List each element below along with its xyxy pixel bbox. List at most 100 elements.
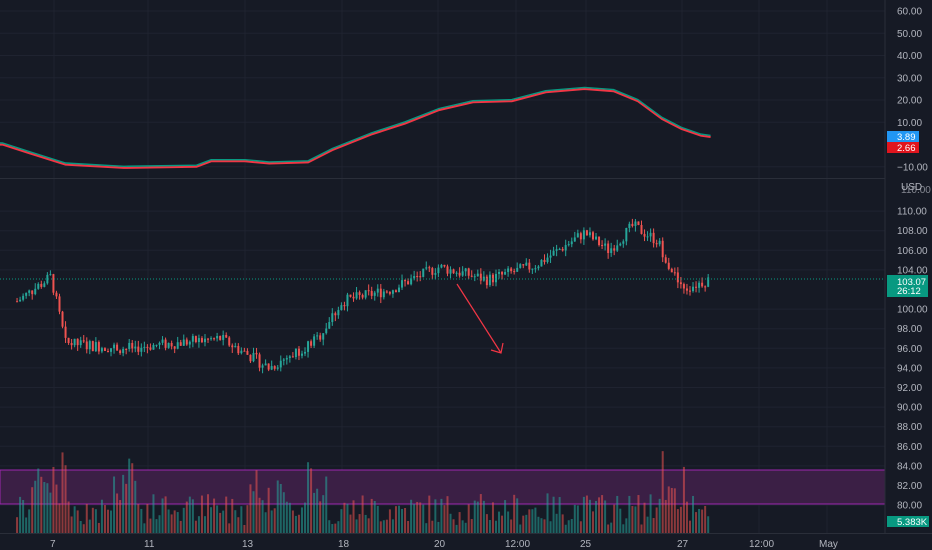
time-axis[interactable]: 7 11 13 18 20 12:00 25 27 12:00 May	[0, 533, 932, 550]
volume-bar	[222, 510, 225, 533]
candle-body	[25, 292, 28, 296]
candle-body	[585, 230, 588, 236]
volume-bar	[334, 523, 337, 533]
price-axis-label: 108.00	[897, 226, 928, 237]
candle-body	[601, 245, 604, 247]
candle-body	[588, 232, 591, 236]
candle-body	[385, 291, 388, 293]
candle-body	[388, 292, 391, 294]
candle-body	[310, 341, 313, 346]
current-price-badge: 103.07 26:12	[887, 275, 928, 297]
candle-body	[270, 366, 273, 370]
price-axis-label: 86.00	[897, 442, 922, 453]
candle-body	[667, 262, 670, 269]
candle-body	[373, 292, 376, 296]
volume-bar	[370, 498, 373, 533]
volume-bar	[125, 483, 128, 533]
candle-body	[167, 342, 170, 348]
volume-bar	[385, 519, 388, 533]
candle-body	[61, 311, 64, 327]
volume-bar	[667, 486, 670, 533]
volume-bar	[100, 499, 103, 533]
candle-body	[294, 348, 297, 358]
candle-body	[622, 241, 625, 244]
candle-body	[355, 292, 358, 299]
volume-bar	[601, 495, 604, 533]
price-axis-label: 88.00	[897, 422, 922, 433]
candle-body	[113, 344, 116, 349]
candle-body	[85, 341, 88, 350]
candle-body	[619, 243, 622, 246]
candle-body	[431, 268, 434, 275]
volume-bar	[692, 495, 695, 533]
candle-body	[282, 359, 285, 361]
volume-bar	[652, 518, 655, 533]
candle-body	[391, 290, 394, 294]
candle-body	[664, 257, 667, 263]
volume-bar	[185, 501, 188, 533]
candle-body	[543, 259, 546, 263]
candle-body	[264, 363, 267, 366]
volume-bar	[140, 508, 143, 533]
candle-body	[203, 338, 206, 343]
price-axis-unit: USD	[901, 182, 922, 193]
volume-bar	[488, 520, 491, 533]
volume-bar	[628, 495, 631, 533]
volume-bar	[194, 520, 197, 533]
candle-body	[349, 294, 352, 297]
volume-bar	[49, 492, 52, 533]
candle-body	[419, 276, 422, 278]
volume-bar	[113, 476, 116, 533]
volume-bar	[561, 514, 564, 533]
volume-bar	[31, 487, 34, 533]
volume-bar	[634, 506, 637, 533]
candle-body	[22, 295, 25, 300]
candle-body	[595, 236, 598, 240]
candle-body	[428, 267, 431, 269]
candle-body	[258, 354, 261, 368]
candle-body	[640, 224, 643, 234]
volume-bar	[616, 495, 619, 533]
volume-bar	[361, 495, 364, 533]
candle-body	[516, 267, 519, 272]
oscillator-fast-line	[0, 86, 711, 168]
volume-bar	[106, 509, 109, 533]
candle-body	[207, 338, 210, 340]
price-axis[interactable]: 60.00 50.00 40.00 30.00 20.00 10.00 −10.00 110…	[884, 0, 932, 533]
oscillator-axis-label: 30.00	[897, 73, 922, 84]
candle-body	[625, 227, 628, 242]
oscillator-axis-label: 10.00	[897, 118, 922, 129]
candle-body	[231, 345, 234, 348]
volume-bar	[585, 495, 588, 533]
volume-bar	[343, 502, 346, 533]
candle-body	[646, 236, 649, 238]
volume-bar	[364, 514, 367, 533]
volume-bar	[525, 514, 528, 533]
candle-body	[91, 341, 94, 352]
candle-body	[228, 337, 231, 346]
candle-body	[598, 236, 601, 246]
candle-body	[225, 335, 228, 338]
forecast-arrow[interactable]	[456, 283, 504, 354]
candle-body	[449, 269, 452, 274]
price-axis-label: 104.00	[897, 265, 928, 276]
volume-bar	[288, 502, 291, 533]
volume-bar	[579, 521, 582, 533]
candle-body	[76, 338, 79, 346]
volume-bar	[394, 506, 397, 533]
candle-body	[555, 249, 558, 251]
candle-body	[552, 250, 555, 256]
volume-bar	[179, 520, 182, 533]
volume-bar	[79, 520, 82, 533]
candle-body	[655, 243, 658, 245]
volume-bar	[261, 500, 264, 533]
svg-text:3.89: 3.89	[897, 132, 916, 143]
candle-body	[273, 366, 276, 369]
volume-bar	[504, 500, 507, 533]
candle-body	[182, 339, 185, 346]
volume-bar	[61, 452, 64, 533]
volume-bar	[591, 511, 594, 533]
volume-bar	[291, 510, 294, 533]
candle-body	[610, 248, 613, 254]
